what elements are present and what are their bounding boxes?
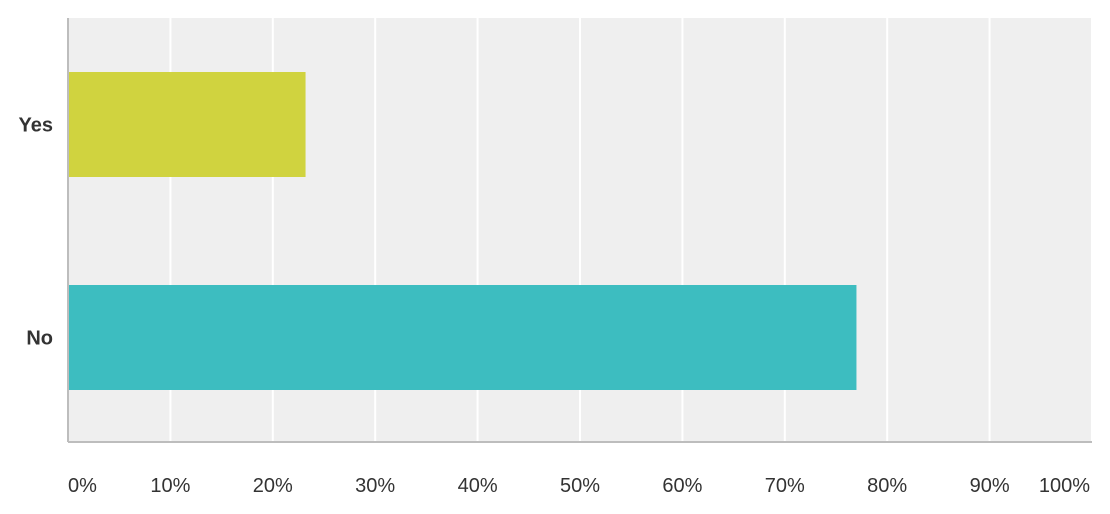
category-labels: Yes No: [19, 115, 53, 350]
x-tick-label: 40%: [458, 475, 498, 497]
x-tick-label: 10%: [150, 475, 190, 497]
x-tick-label: 50%: [560, 475, 600, 497]
category-label-yes: Yes: [19, 115, 53, 137]
x-tick-label: 0%: [68, 475, 97, 497]
category-label-no: No: [26, 328, 53, 350]
x-tick-label: 90%: [970, 475, 1010, 497]
x-tick-label: 60%: [662, 475, 702, 497]
bars: [69, 72, 857, 390]
bar-no[interactable]: [69, 285, 857, 390]
bar-yes[interactable]: [69, 72, 306, 177]
x-tick-label: 20%: [253, 475, 293, 497]
x-tick-label: 100%: [1039, 475, 1090, 497]
x-tick-label: 30%: [355, 475, 395, 497]
x-tick-label: 80%: [867, 475, 907, 497]
x-tick-label: 70%: [765, 475, 805, 497]
x-tick-labels: 0% 10% 20% 30% 40% 50% 60% 70% 80% 90% 100%: [68, 475, 1090, 497]
